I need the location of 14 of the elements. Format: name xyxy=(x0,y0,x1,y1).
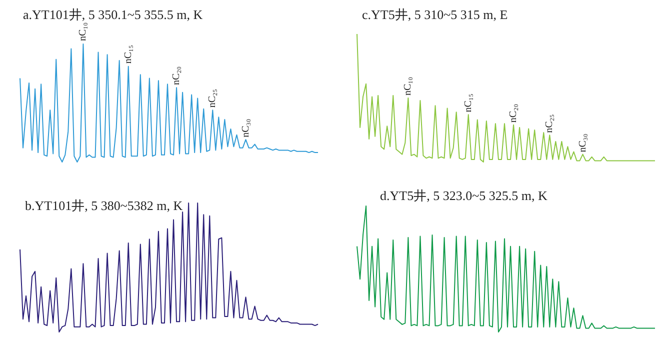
annotation: nC₁₅ xyxy=(462,94,474,112)
chart-title: d.YT5井, 5 323.0~5 325.5 m, K xyxy=(380,188,548,203)
annotation: nC₃₀ xyxy=(577,133,588,152)
chart-title: c.YT5井, 5 310~5 315 m, E xyxy=(362,7,508,22)
annotation: nC₁₅ xyxy=(122,44,134,64)
annotation: nC₁₀ xyxy=(402,76,414,96)
text: nC₁₀ xyxy=(78,22,89,41)
annotation: nC₂₀ xyxy=(171,66,182,86)
annotation: nC₂₅ xyxy=(544,114,556,133)
chart-title: a.YT101井, 5 350.1~5 355.5 m, K xyxy=(23,7,204,22)
chart-title: b.YT101井, 5 380~5382 m, K xyxy=(25,198,184,213)
annotation: nC₃₀ xyxy=(240,118,252,138)
annotation: nC₂₅ xyxy=(207,88,218,108)
annotation: nC₂₀ xyxy=(508,103,520,123)
